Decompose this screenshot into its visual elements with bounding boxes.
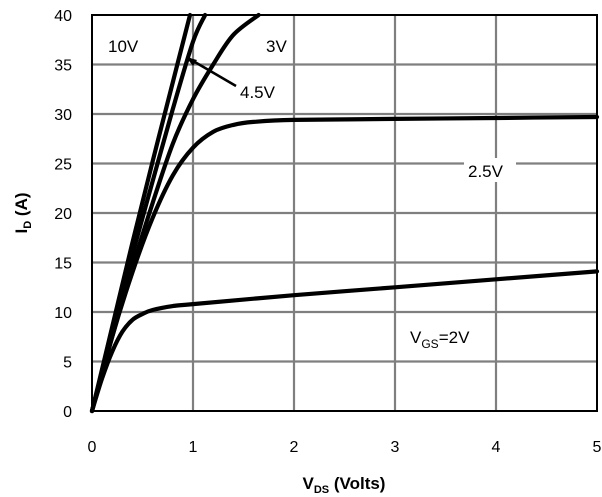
curve-vgs-2v [89, 269, 600, 414]
x-axis-label-main: V [303, 474, 315, 493]
annotation-4-5v: 4.5V [240, 83, 276, 102]
y-tick-label: 35 [54, 58, 72, 75]
y-tick-label: 20 [54, 206, 72, 223]
annotations: 10V 3V 4.5V 2.5V VGS=2V [108, 37, 516, 351]
x-tick-label: 2 [290, 439, 299, 456]
x-tick-label: 4 [492, 439, 501, 456]
y-tick-label: 15 [54, 256, 72, 273]
y-tick-label: 25 [54, 157, 72, 174]
annotation-vgs-sub: GS [421, 337, 438, 351]
y-tick-label: 40 [54, 8, 72, 25]
x-tick-label: 0 [88, 439, 97, 456]
x-axis-label-sub: DS [314, 484, 329, 496]
y-axis-label-rest: (A) [12, 192, 31, 220]
annotation-vgs-rest: =2V [439, 328, 470, 347]
x-axis-label: VDS (Volts) [303, 474, 386, 496]
annotation-vgs-2v: VGS=2V [410, 328, 470, 351]
y-axis-label-sub: D [22, 221, 34, 229]
y-tick-label: 5 [63, 355, 72, 372]
y-tick-label: 0 [63, 404, 72, 421]
annotation-3v: 3V [266, 37, 287, 56]
grid-lines [92, 15, 597, 411]
annotation-10v: 10V [108, 37, 139, 56]
curves [89, 12, 600, 414]
y-axis-label-main: I [12, 229, 31, 234]
annotation-arrow-4-5v [187, 56, 237, 88]
x-tick-label: 1 [189, 439, 198, 456]
x-tick-label: 3 [391, 439, 400, 456]
x-axis-label-rest: (Volts) [329, 474, 385, 493]
curve-vgs-2-5v [89, 114, 600, 414]
plot-frame [91, 14, 598, 412]
x-tick-label: 5 [593, 439, 602, 456]
annotation-2-5v: 2.5V [468, 162, 504, 181]
annotation-vgs-main: V [410, 328, 422, 347]
y-axis-label: ID (A) [12, 192, 34, 233]
y-tick-label: 10 [54, 305, 72, 322]
y-tick-label: 30 [54, 107, 72, 124]
tick-labels: 0 1 2 3 4 5 0 5 10 15 20 25 30 35 40 [54, 8, 601, 456]
annotation-arrowhead-4-5v [186, 57, 197, 66]
annotation-2-5v-background [464, 158, 516, 182]
